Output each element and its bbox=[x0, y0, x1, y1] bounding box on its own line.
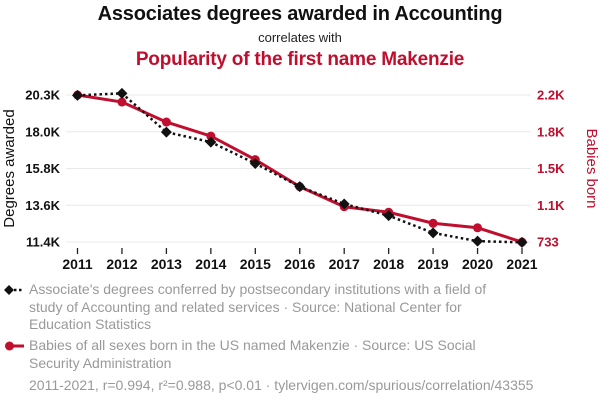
red-circle-solid-line-icon bbox=[5, 341, 24, 351]
svg-text:2015: 2015 bbox=[240, 256, 271, 272]
svg-text:2.2K: 2.2K bbox=[537, 88, 565, 103]
legend-text-babies: Babies of all sexes born in the US named… bbox=[29, 337, 476, 371]
legend-item-babies: Babies of all sexes born in the US named… bbox=[4, 337, 564, 372]
chart-header: Associates degrees awarded in Accounting… bbox=[0, 0, 600, 71]
svg-text:1.1K: 1.1K bbox=[537, 198, 565, 213]
svg-text:1.5K: 1.5K bbox=[537, 161, 565, 176]
stats-footer: 2011-2021, r=0.994, r²=0.988, p<0.01 · t… bbox=[29, 377, 534, 393]
svg-text:2017: 2017 bbox=[329, 256, 360, 272]
series-degrees bbox=[72, 87, 528, 248]
svg-text:2011: 2011 bbox=[62, 256, 93, 272]
svg-text:733: 733 bbox=[537, 235, 559, 250]
left-axis-tick-labels: 20.3K 18.0K 15.8K 13.6K 11.4K bbox=[25, 88, 60, 250]
chart-title: Associates degrees awarded in Accounting bbox=[97, 3, 503, 25]
svg-text:2013: 2013 bbox=[151, 256, 182, 272]
svg-text:15.8K: 15.8K bbox=[25, 161, 60, 176]
svg-text:2014: 2014 bbox=[195, 256, 226, 272]
gridlines bbox=[66, 94, 531, 243]
svg-text:2020: 2020 bbox=[462, 256, 493, 272]
svg-text:11.4K: 11.4K bbox=[26, 235, 61, 250]
x-axis-tick-labels: 2011 2012 2013 2014 2015 2016 2017 2018 2019 2020… bbox=[62, 256, 537, 272]
legend-item-degrees: Associate's degrees conferred by postsec… bbox=[4, 281, 564, 334]
svg-text:18.0K: 18.0K bbox=[25, 124, 60, 139]
x-axis-ticks bbox=[76, 248, 523, 254]
right-axis-title: Babies born bbox=[583, 128, 600, 208]
chart-subtitle: Popularity of the first name Makenzie bbox=[135, 49, 465, 70]
correlates-with-text: correlates with bbox=[258, 30, 342, 45]
svg-text:2019: 2019 bbox=[418, 256, 449, 272]
svg-text:20.3K: 20.3K bbox=[25, 88, 60, 103]
black-diamond-dotted-line-icon bbox=[4, 285, 24, 295]
legend-text-degrees: Associate's degrees conferred by postsec… bbox=[29, 281, 487, 332]
svg-text:2016: 2016 bbox=[284, 256, 315, 272]
svg-text:1.8K: 1.8K bbox=[537, 124, 565, 139]
right-axis-tick-labels: 2.2K 1.8K 1.5K 1.1K 733 bbox=[537, 88, 565, 250]
left-axis-title: Degrees awarded bbox=[1, 109, 18, 227]
svg-text:2012: 2012 bbox=[106, 256, 137, 272]
correlation-line-chart: 20.3K 18.0K 15.8K 13.6K 11.4K 2.2K 1.8K 1.5K 1.1… bbox=[1, 87, 600, 273]
svg-text:2021: 2021 bbox=[506, 256, 537, 272]
svg-text:13.6K: 13.6K bbox=[25, 198, 60, 213]
svg-text:2018: 2018 bbox=[373, 256, 404, 272]
